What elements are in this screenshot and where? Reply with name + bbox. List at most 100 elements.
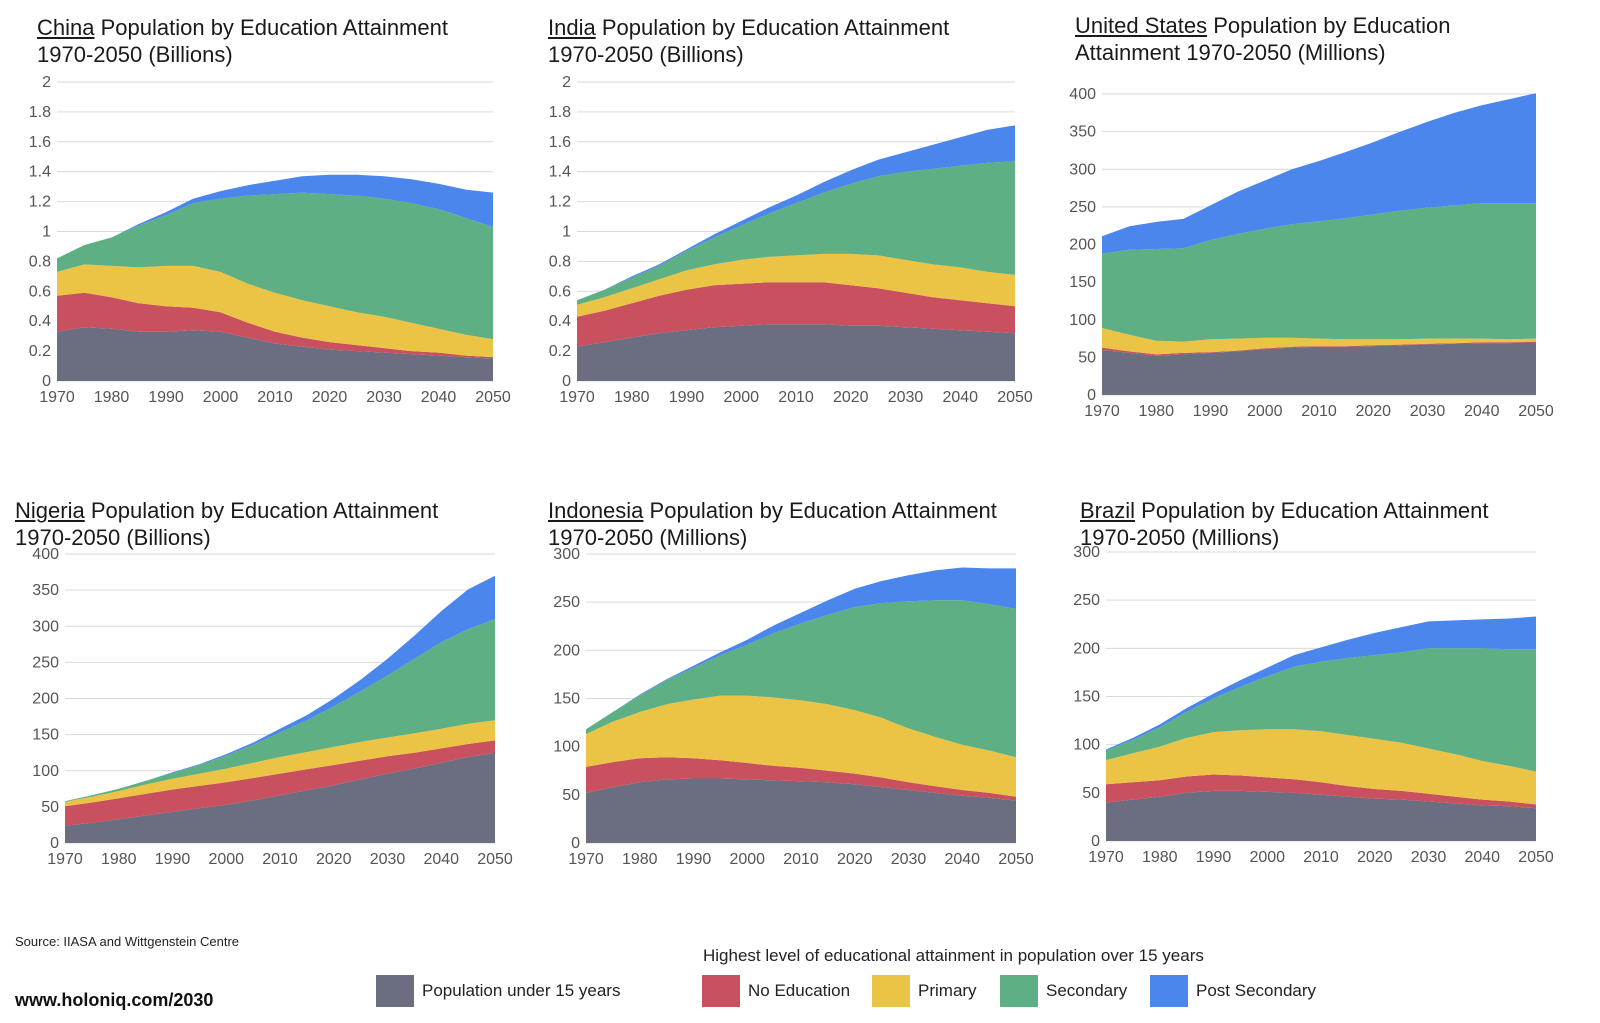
y-tick-label: 0 (562, 373, 571, 390)
area-secondary (1106, 648, 1536, 772)
y-tick-label: 50 (1078, 349, 1096, 366)
x-tick-label: 2030 (370, 851, 406, 868)
y-tick-label: 100 (32, 763, 59, 780)
y-tick-label: 2 (562, 74, 571, 91)
y-tick-label: 1.4 (29, 164, 51, 181)
x-tick-label: 2010 (1301, 403, 1337, 420)
chart-panel-united-states: United States Population by Education Att… (1069, 12, 1595, 452)
area-no-education (1102, 341, 1536, 356)
legend-swatch-secondary (1000, 975, 1038, 1007)
y-tick-label: 50 (1082, 785, 1100, 802)
x-tick-label: 2010 (778, 389, 814, 406)
y-tick-label: 150 (32, 727, 59, 744)
chart-plot: 0 50 100 150 200 250 300 350 400 1970 1980 1990 2000… (32, 546, 513, 868)
y-tick-label: 1.8 (549, 104, 571, 121)
x-tick-label: 2050 (1518, 849, 1554, 866)
legend-heading: Highest level of educational attainment … (703, 946, 1204, 965)
area-primary (1102, 328, 1536, 355)
x-tick-label: 1980 (1142, 849, 1178, 866)
chart-plot: 0 0.2 0.4 0.6 0.8 1 1.2 1.4 1.6 1.8 2 1970 1980 1990 2… (29, 74, 511, 406)
legend-swatch-no-education (702, 975, 740, 1007)
y-tick-label: 0.4 (29, 313, 51, 330)
y-tick-label: 1 (562, 224, 571, 241)
chart-title: Indonesia Population by Education Attain… (548, 497, 997, 551)
title-rest: Population by Education Attainment (1141, 498, 1489, 523)
x-tick-label: 2010 (783, 851, 819, 868)
area-post-secondary (586, 567, 1016, 730)
legend-label: Post Secondary (1196, 981, 1317, 1000)
area-post-secondary (1106, 616, 1536, 751)
area-no-education (65, 740, 495, 826)
y-tick-label: 0.6 (29, 283, 51, 300)
y-tick-label: 50 (41, 799, 59, 816)
country-name: India (548, 15, 596, 40)
area-post-secondary (57, 174, 493, 259)
y-tick-label: 0.6 (549, 283, 571, 300)
y-tick-label: 2 (42, 74, 51, 91)
x-tick-label: 2050 (998, 851, 1034, 868)
area-under15 (586, 778, 1016, 843)
country-name: United States (1075, 13, 1208, 38)
x-tick-label: 2030 (366, 389, 402, 406)
area-under15 (577, 324, 1015, 381)
legend-label: No Education (748, 981, 851, 1000)
country-name: Indonesia (548, 498, 644, 523)
x-tick-label: 2010 (257, 389, 293, 406)
area-secondary (1102, 203, 1536, 342)
x-tick-label: 1990 (155, 851, 191, 868)
area-post-secondary (1102, 93, 1536, 254)
x-tick-label: 2000 (208, 851, 244, 868)
y-tick-label: 200 (32, 691, 59, 708)
legend-swatch-under15 (376, 975, 414, 1007)
y-tick-label: 250 (1073, 592, 1100, 609)
area-under15 (1106, 790, 1536, 841)
legend-label: Population under 15 years (422, 981, 621, 1000)
x-tick-label: 1990 (669, 389, 705, 406)
area-primary (1106, 729, 1536, 805)
y-tick-label: 300 (1073, 544, 1100, 561)
title-line2: 1970-2050 (Millions) (1080, 525, 1280, 550)
x-tick-label: 1970 (1088, 849, 1124, 866)
x-tick-label: 2040 (942, 389, 978, 406)
website-link[interactable]: www.holoniq.com/2030 (15, 990, 214, 1010)
title-rest: Population by Education Attainment (649, 498, 997, 523)
chart-plot: 0 50 100 150 200 250 300 1970 1980 1990 2000 2010 20… (553, 546, 1034, 868)
x-tick-label: 1980 (94, 389, 130, 406)
legend-item-primary: Primary (872, 975, 977, 1007)
legend-label: Secondary (1046, 981, 1128, 1000)
x-tick-label: 2010 (1303, 849, 1339, 866)
area-primary (577, 253, 1015, 317)
y-tick-label: 350 (1069, 124, 1096, 141)
legend-swatch-primary (872, 975, 910, 1007)
y-tick-label: 150 (553, 691, 580, 708)
x-tick-label: 2040 (423, 851, 459, 868)
x-tick-label: 2000 (203, 389, 239, 406)
x-tick-label: 1980 (101, 851, 137, 868)
area-no-education (586, 757, 1016, 801)
x-tick-label: 2000 (1249, 849, 1285, 866)
x-tick-label: 2030 (1411, 849, 1447, 866)
title-rest: Population by Education (1213, 13, 1451, 38)
y-tick-label: 0 (1087, 387, 1096, 404)
chart-title: United States Population by Education Att… (1075, 12, 1451, 66)
x-tick-label: 2020 (1355, 403, 1391, 420)
country-name: Brazil (1080, 498, 1136, 523)
x-tick-label: 1990 (676, 851, 712, 868)
legend-item-secondary: Secondary (1000, 975, 1127, 1007)
area-no-education (577, 282, 1015, 347)
x-tick-label: 2010 (262, 851, 298, 868)
y-tick-label: 400 (1069, 86, 1096, 103)
y-tick-label: 1.4 (549, 164, 571, 181)
y-tick-label: 300 (1069, 161, 1096, 178)
title-line2: 1970-2050 (Billions) (548, 42, 744, 67)
x-tick-label: 2000 (723, 389, 759, 406)
y-tick-label: 1 (42, 224, 51, 241)
area-post-secondary (577, 125, 1015, 301)
chart-title: India Population by Education Attainment… (548, 14, 949, 68)
y-tick-label: 250 (1069, 199, 1096, 216)
y-tick-label: 100 (553, 739, 580, 756)
y-tick-label: 100 (1069, 312, 1096, 329)
title-rest: Population by Education Attainment (90, 498, 439, 523)
x-tick-label: 2050 (1518, 403, 1554, 420)
chart-panel-china: China Population by Education Attainment… (29, 14, 557, 454)
